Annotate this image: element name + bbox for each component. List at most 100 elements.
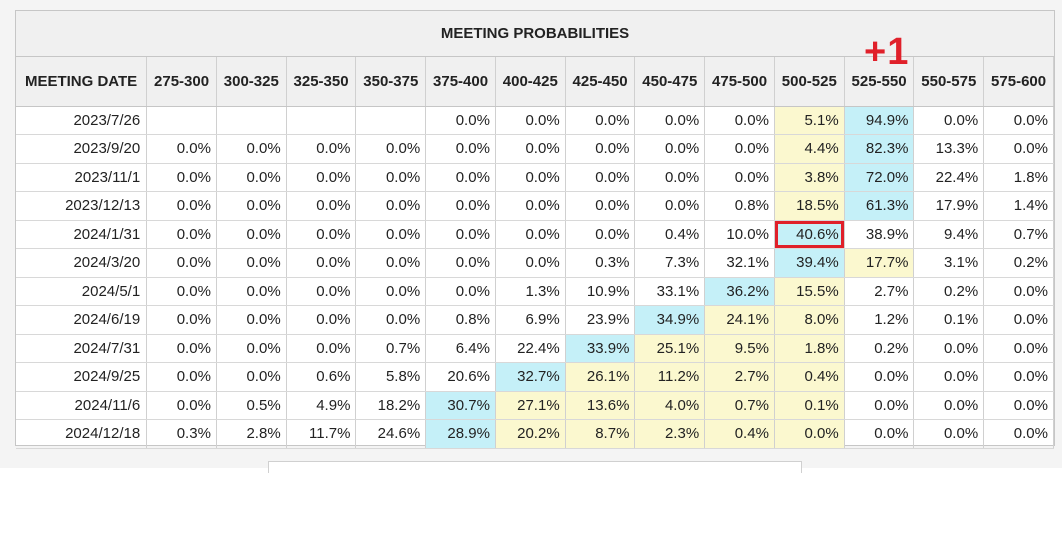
probability-cell: 82.3% bbox=[844, 134, 915, 164]
meeting-probabilities-panel: MEETING PROBABILITIES MEETING DATE 275-3… bbox=[15, 10, 1055, 449]
probability-cell: 0.0% bbox=[216, 191, 287, 221]
rate-range-header: 550-575 bbox=[913, 57, 985, 107]
table-row: 2023/12/13 0.0% 0.0% 0.0% 0.0% 0.0% 0.0% 0.0% 0.… bbox=[16, 191, 1054, 221]
probability-cell: 0.0% bbox=[286, 248, 357, 278]
table-row: 2023/11/1 0.0% 0.0% 0.0% 0.0% 0.0% 0.0% 0.0% 0.0… bbox=[16, 163, 1054, 192]
probability-table: MEETING DATE 275-300 300-325 325-350 350-37… bbox=[16, 57, 1054, 449]
probability-cell: 22.4% bbox=[913, 163, 985, 192]
meeting-date-cell: 2024/3/20 bbox=[16, 248, 148, 278]
probability-cell: 32.7% bbox=[495, 362, 566, 392]
probability-cell: 0.0% bbox=[495, 106, 566, 135]
probability-cell: 13.6% bbox=[565, 391, 636, 420]
probability-cell: 34.9% bbox=[634, 305, 706, 335]
meeting-date-cell: 2024/11/6 bbox=[16, 391, 148, 420]
probability-cell: 0.0% bbox=[425, 248, 496, 278]
probability-cell: 25.1% bbox=[634, 334, 706, 363]
rate-range-header: 425-450 bbox=[565, 57, 636, 107]
probability-cell: 0.0% bbox=[146, 163, 217, 192]
probability-cell: 0.0% bbox=[495, 163, 566, 192]
probability-cell: 0.0% bbox=[844, 419, 915, 449]
probability-cell: 4.0% bbox=[634, 391, 706, 420]
probability-cell: 0.0% bbox=[983, 106, 1054, 135]
probability-cell: 0.0% bbox=[844, 391, 915, 420]
probability-cell bbox=[146, 106, 217, 135]
probability-cell: 1.4% bbox=[983, 191, 1054, 221]
probability-cell: 0.0% bbox=[216, 305, 287, 335]
probability-cell: 0.8% bbox=[425, 305, 496, 335]
probability-cell: 0.0% bbox=[704, 106, 775, 135]
probability-cell bbox=[286, 106, 357, 135]
probability-cell: 0.0% bbox=[425, 191, 496, 221]
probability-cell: 0.0% bbox=[146, 248, 217, 278]
rate-range-header: 325-350 bbox=[286, 57, 357, 107]
probability-cell: 0.0% bbox=[844, 362, 915, 392]
probability-cell: 0.0% bbox=[286, 277, 357, 306]
probability-cell: 23.9% bbox=[565, 305, 636, 335]
table-row: 2024/5/1 0.0% 0.0% 0.0% 0.0% 0.0% 1.3% 10.9% 33.… bbox=[16, 277, 1054, 306]
probability-cell: 0.7% bbox=[355, 334, 427, 363]
probability-cell: 0.3% bbox=[565, 248, 636, 278]
probability-cell: 0.0% bbox=[216, 163, 287, 192]
table-body: 2023/7/26 0.0% 0.0% 0.0% 0.0% 0.0% 5.1% 94.9% 0.… bbox=[16, 106, 1054, 449]
probability-cell: 22.4% bbox=[495, 334, 566, 363]
probability-cell: 0.0% bbox=[983, 391, 1054, 420]
probability-cell: 8.7% bbox=[565, 419, 636, 449]
probability-cell: 0.0% bbox=[146, 334, 217, 363]
meeting-date-header: MEETING DATE bbox=[16, 57, 148, 107]
probability-cell: 0.0% bbox=[146, 305, 217, 335]
probability-cell: 4.9% bbox=[286, 391, 357, 420]
probability-cell: 0.0% bbox=[983, 334, 1054, 363]
probability-cell: 0.0% bbox=[355, 220, 427, 249]
rate-range-header: 525-550 bbox=[844, 57, 915, 107]
probability-cell: 0.0% bbox=[146, 220, 217, 249]
probability-cell: 0.0% bbox=[565, 163, 636, 192]
probability-cell: 3.8% bbox=[774, 163, 845, 192]
probability-cell: 0.0% bbox=[355, 277, 427, 306]
meeting-date-cell: 2024/12/18 bbox=[16, 419, 148, 449]
probability-cell: 0.0% bbox=[983, 134, 1054, 164]
table-title: MEETING PROBABILITIES bbox=[16, 11, 1054, 57]
probability-cell: 0.0% bbox=[286, 163, 357, 192]
probability-cell: 0.0% bbox=[216, 134, 287, 164]
table-row: 2023/9/20 0.0% 0.0% 0.0% 0.0% 0.0% 0.0% 0.0% 0.0… bbox=[16, 134, 1054, 164]
meeting-date-cell: 2023/9/20 bbox=[16, 134, 148, 164]
table-row: 2024/12/18 0.3% 2.8% 11.7% 24.6% 28.9% 20.2% 8.… bbox=[16, 419, 1054, 449]
probability-cell: 0.0% bbox=[425, 106, 496, 135]
probability-cell: 0.0% bbox=[634, 163, 706, 192]
probability-cell: 0.0% bbox=[216, 277, 287, 306]
probability-cell: 0.0% bbox=[634, 134, 706, 164]
probability-cell: 94.9% bbox=[844, 106, 915, 135]
probability-cell: 0.0% bbox=[913, 391, 985, 420]
probability-cell: 1.8% bbox=[983, 163, 1054, 192]
probability-cell: 20.2% bbox=[495, 419, 566, 449]
probability-cell: 2.8% bbox=[216, 419, 287, 449]
probability-cell: 0.0% bbox=[913, 362, 985, 392]
probability-cell: 0.0% bbox=[216, 220, 287, 249]
probability-cell: 1.8% bbox=[774, 334, 845, 363]
probability-cell: 0.0% bbox=[425, 163, 496, 192]
probability-cell: 0.1% bbox=[913, 305, 985, 335]
probability-cell: 0.0% bbox=[913, 334, 985, 363]
rate-range-header: 475-500 bbox=[704, 57, 775, 107]
table-row: 2024/9/25 0.0% 0.0% 0.6% 5.8% 20.6% 32.7% 26.1%… bbox=[16, 362, 1054, 392]
probability-cell: 0.0% bbox=[565, 220, 636, 249]
meeting-date-cell: 2024/7/31 bbox=[16, 334, 148, 363]
plus-one-annotation: +1 bbox=[864, 31, 910, 73]
probability-cell: 0.0% bbox=[146, 391, 217, 420]
probability-cell: 30.7% bbox=[425, 391, 496, 420]
probability-cell: 0.0% bbox=[774, 419, 845, 449]
highlighted-probability-cell: 40.6% bbox=[774, 220, 845, 249]
probability-cell: 0.0% bbox=[983, 419, 1054, 449]
meeting-date-cell: 2024/5/1 bbox=[16, 277, 148, 306]
probability-cell: 0.4% bbox=[704, 419, 775, 449]
meeting-date-cell: 2024/1/31 bbox=[16, 220, 148, 249]
rate-range-header: 300-325 bbox=[216, 57, 287, 107]
probability-cell: 0.0% bbox=[913, 419, 985, 449]
probability-cell: 61.3% bbox=[844, 191, 915, 221]
probability-cell: 0.4% bbox=[634, 220, 706, 249]
probability-cell: 17.9% bbox=[913, 191, 985, 221]
probability-cell: 0.0% bbox=[565, 134, 636, 164]
probability-cell: 0.0% bbox=[425, 134, 496, 164]
table-row: 2024/7/31 0.0% 0.0% 0.0% 0.7% 6.4% 22.4% 33.9% 2… bbox=[16, 334, 1054, 363]
rate-range-header: 375-400 bbox=[425, 57, 496, 107]
